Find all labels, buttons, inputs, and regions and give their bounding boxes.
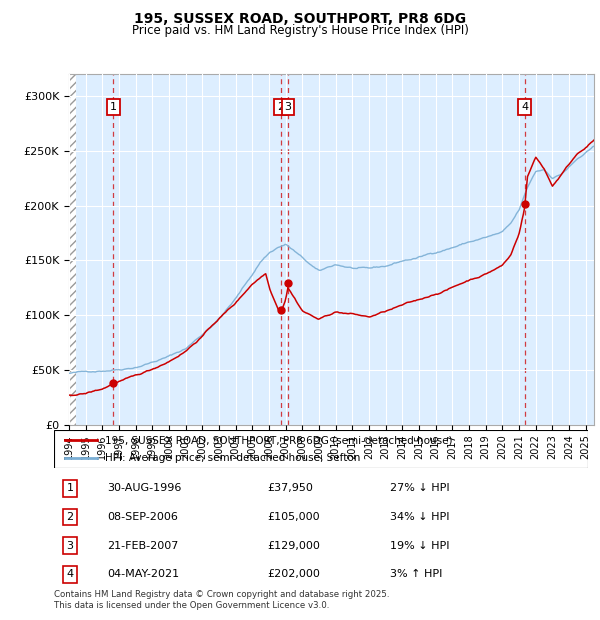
Text: 4: 4 <box>67 569 74 580</box>
Text: HPI: Average price, semi-detached house, Sefton: HPI: Average price, semi-detached house,… <box>105 453 360 464</box>
Text: 34% ↓ HPI: 34% ↓ HPI <box>391 512 450 522</box>
Text: 21-FEB-2007: 21-FEB-2007 <box>107 541 179 551</box>
Text: Price paid vs. HM Land Registry's House Price Index (HPI): Price paid vs. HM Land Registry's House … <box>131 24 469 37</box>
Text: 2: 2 <box>67 512 74 522</box>
Text: Contains HM Land Registry data © Crown copyright and database right 2025.
This d: Contains HM Land Registry data © Crown c… <box>54 590 389 609</box>
Text: 3: 3 <box>284 102 292 112</box>
Text: 2: 2 <box>277 102 284 112</box>
Text: 3: 3 <box>67 541 74 551</box>
Text: 4: 4 <box>521 102 528 112</box>
Text: £105,000: £105,000 <box>268 512 320 522</box>
Text: 08-SEP-2006: 08-SEP-2006 <box>107 512 178 522</box>
Text: 04-MAY-2021: 04-MAY-2021 <box>107 569 179 580</box>
Text: 195, SUSSEX ROAD, SOUTHPORT, PR8 6DG (semi-detached house): 195, SUSSEX ROAD, SOUTHPORT, PR8 6DG (se… <box>105 435 452 445</box>
Text: 1: 1 <box>110 102 117 112</box>
Text: 195, SUSSEX ROAD, SOUTHPORT, PR8 6DG: 195, SUSSEX ROAD, SOUTHPORT, PR8 6DG <box>134 12 466 27</box>
Text: 30-AUG-1996: 30-AUG-1996 <box>107 484 182 494</box>
Text: £202,000: £202,000 <box>268 569 320 580</box>
Text: 19% ↓ HPI: 19% ↓ HPI <box>391 541 450 551</box>
Text: 1: 1 <box>67 484 74 494</box>
Text: £37,950: £37,950 <box>268 484 313 494</box>
Text: 3% ↑ HPI: 3% ↑ HPI <box>391 569 443 580</box>
Text: 27% ↓ HPI: 27% ↓ HPI <box>391 484 450 494</box>
Text: £129,000: £129,000 <box>268 541 320 551</box>
Bar <box>69 74 76 425</box>
